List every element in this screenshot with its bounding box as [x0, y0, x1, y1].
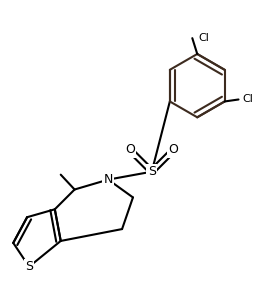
Text: O: O — [125, 143, 135, 156]
Text: O: O — [169, 143, 178, 156]
Text: Cl: Cl — [198, 33, 209, 43]
Text: S: S — [148, 165, 156, 178]
Text: N: N — [104, 173, 113, 186]
Text: Cl: Cl — [242, 94, 253, 105]
Text: S: S — [25, 260, 33, 273]
